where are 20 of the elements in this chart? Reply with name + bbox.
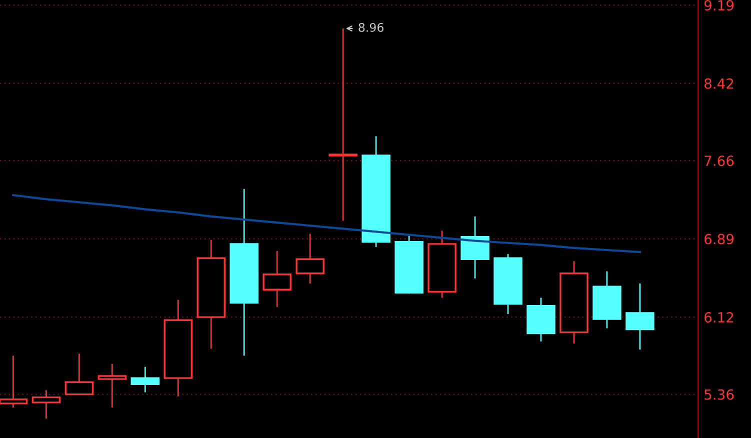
candlestick xyxy=(164,299,192,398)
candlestick xyxy=(460,216,490,280)
candlestick xyxy=(560,260,588,344)
candlestick xyxy=(32,390,61,420)
y-tick-label: 7.66 xyxy=(704,156,734,166)
y-tick-label: 5.36 xyxy=(704,389,734,400)
candlestick xyxy=(592,270,622,329)
candlestick xyxy=(196,239,226,350)
candlestick xyxy=(262,250,292,308)
y-tick-label: 6.12 xyxy=(704,312,734,323)
candlestick xyxy=(296,233,324,284)
candlestick xyxy=(130,366,160,393)
line-series xyxy=(12,194,641,254)
candlestick xyxy=(98,363,127,408)
y-tick-label: 8.42 xyxy=(704,78,734,89)
candlestick xyxy=(626,282,654,350)
annotation: 8.96 xyxy=(358,22,384,32)
y-tick-label: 6.89 xyxy=(704,234,734,244)
candlestick xyxy=(230,188,258,356)
y-tick-label: 9.19 xyxy=(704,0,734,11)
